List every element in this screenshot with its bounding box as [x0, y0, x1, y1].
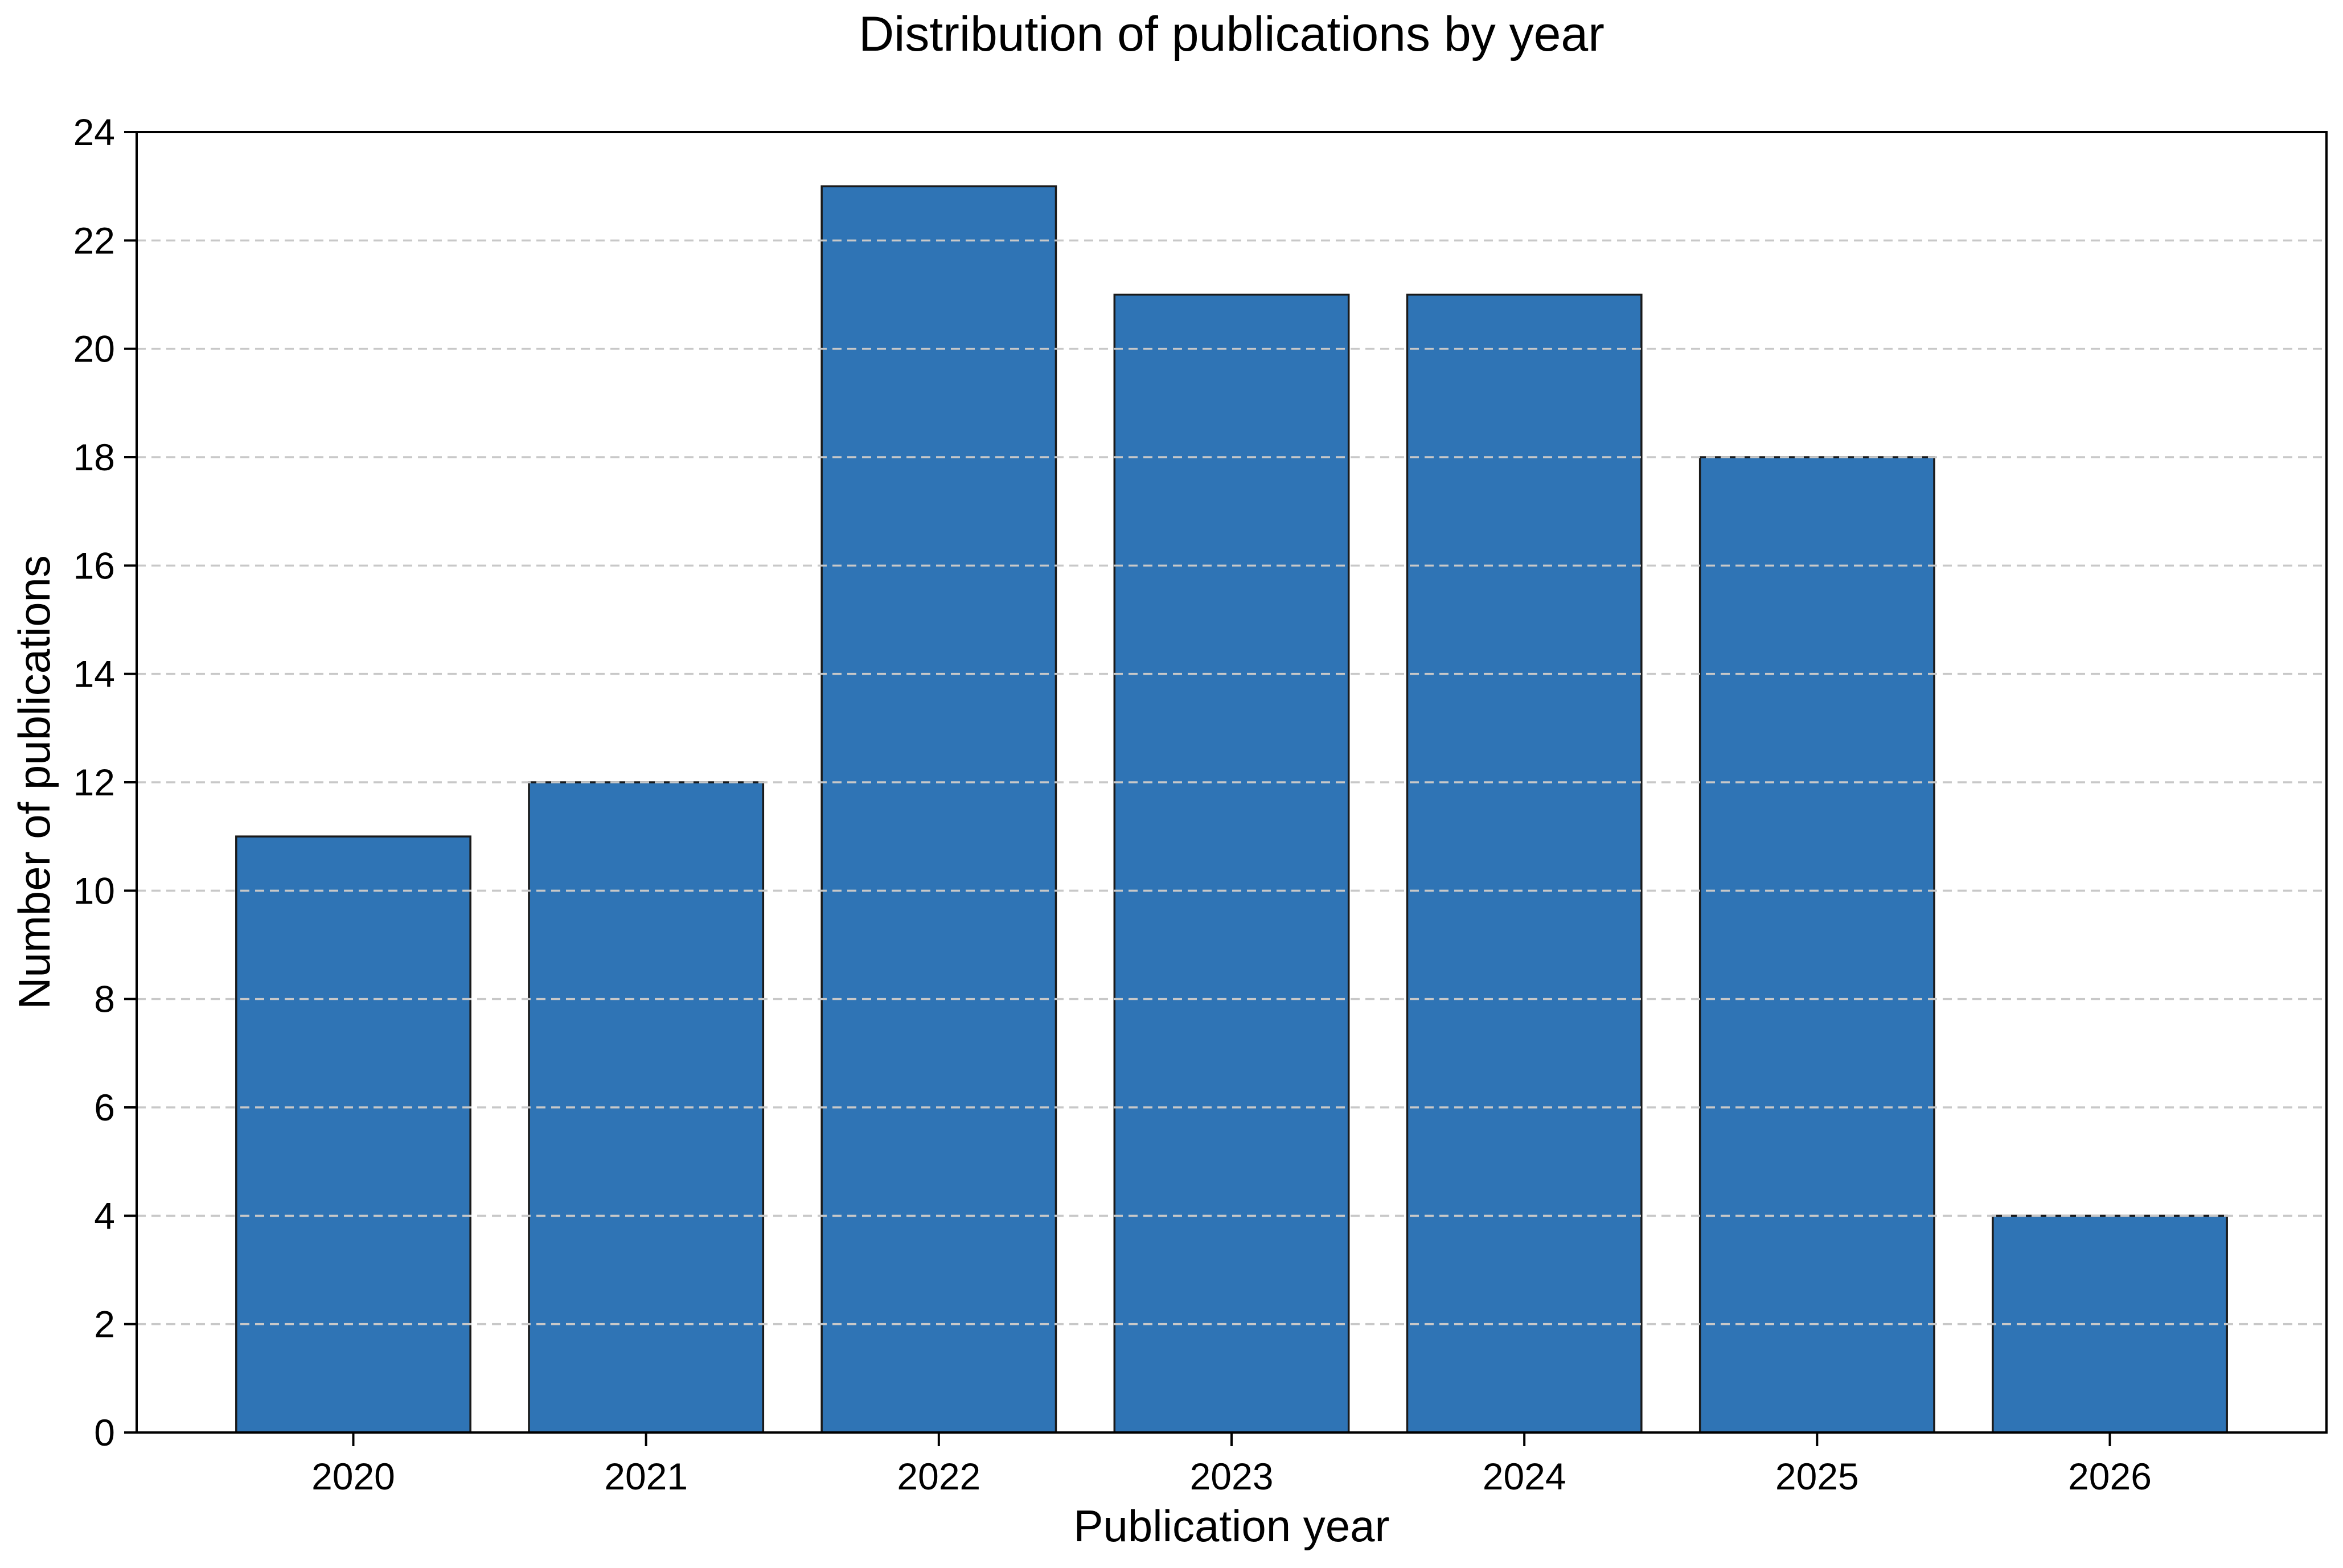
y-tick-label-8: 8	[94, 978, 115, 1020]
bar-2024	[1406, 293, 1643, 1434]
bar-2022	[820, 185, 1057, 1434]
x-tick-label-2021: 2021	[604, 1455, 688, 1497]
bar-2020	[235, 835, 471, 1434]
y-tick-label-4: 4	[94, 1195, 115, 1237]
y-tick-label-2: 2	[94, 1303, 115, 1345]
y-tick-label-14: 14	[73, 653, 115, 695]
x-tick-label-2023: 2023	[1190, 1455, 1274, 1497]
y-tick-label-0: 0	[94, 1411, 115, 1454]
y-tick-label-12: 12	[73, 761, 115, 803]
y-tick-label-24: 24	[73, 111, 115, 153]
bar-2023	[1113, 293, 1350, 1434]
x-tick-label-2025: 2025	[1775, 1455, 1859, 1497]
chart-title: Distribution of publications by year	[859, 7, 1605, 61]
bar-2025	[1698, 456, 1935, 1434]
y-tick-label-16: 16	[73, 544, 115, 586]
y-tick-label-6: 6	[94, 1086, 115, 1128]
x-axis-label: Publication year	[1073, 1501, 1390, 1551]
y-axis-label: Number of publications	[9, 555, 59, 1009]
y-tick-label-20: 20	[73, 328, 115, 370]
y-tick-label-18: 18	[73, 436, 115, 478]
y-tick-label-10: 10	[73, 869, 115, 912]
x-tick-label-2026: 2026	[2068, 1455, 2152, 1497]
y-tick-label-22: 22	[73, 219, 115, 261]
x-tick-label-2020: 2020	[311, 1455, 395, 1497]
x-tick-label-2022: 2022	[897, 1455, 980, 1497]
x-tick-label-2024: 2024	[1483, 1455, 1566, 1497]
